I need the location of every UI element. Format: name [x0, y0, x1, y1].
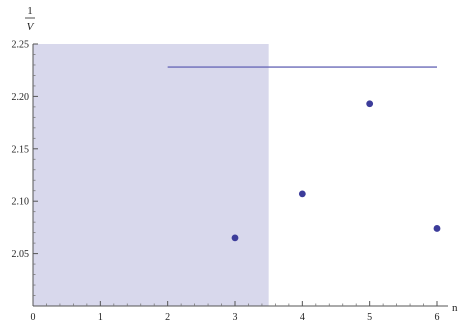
y-tick-label: 2.20: [12, 92, 30, 103]
x-tick-label: 6: [435, 312, 440, 322]
data-point: [366, 100, 374, 108]
x-tick-label: 2: [165, 312, 170, 322]
y-axis-label-numerator: 1: [27, 5, 33, 17]
shaded-region: [33, 44, 269, 306]
y-tick-label: 2.25: [12, 40, 30, 51]
x-axis-label: n: [452, 302, 458, 314]
x-tick-label: 1: [98, 312, 103, 322]
x-tick-label: 3: [233, 312, 238, 322]
data-point: [231, 234, 239, 242]
data-point: [298, 190, 306, 198]
y-tick-label: 2.10: [12, 197, 30, 208]
data-point: [433, 225, 441, 232]
x-tick-label: 0: [31, 312, 36, 322]
y-tick-label: 2.15: [12, 144, 30, 155]
y-axis-label-denominator: V: [27, 21, 35, 33]
x-tick-label: 5: [367, 312, 372, 322]
x-tick-label: 4: [300, 312, 305, 322]
y-tick-label: 2.05: [12, 249, 30, 260]
